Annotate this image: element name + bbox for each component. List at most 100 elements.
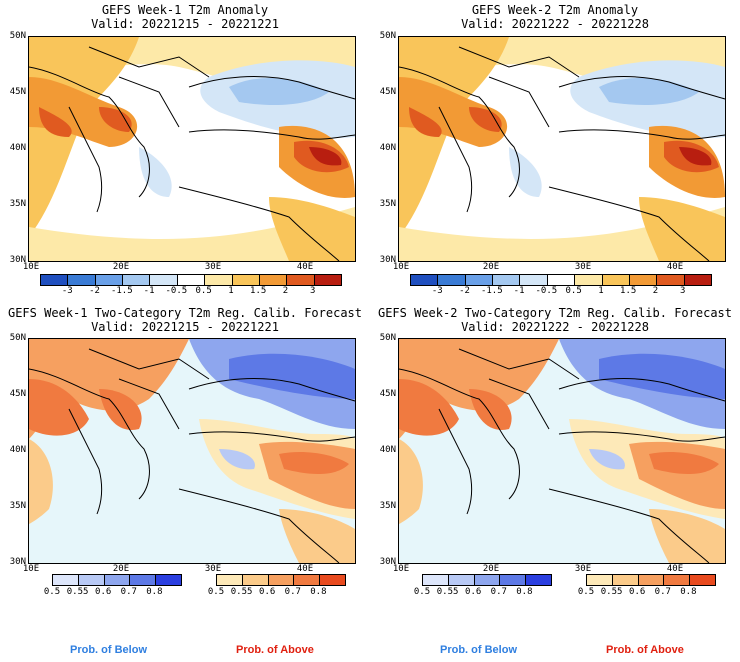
- lon-label: 10E: [392, 564, 410, 574]
- colorbar-swatch: [526, 575, 551, 585]
- colorbar-tick-label: 0.5: [207, 587, 225, 597]
- lat-label: 50N: [379, 333, 396, 343]
- colorbar-tick-label: -1: [513, 286, 525, 296]
- lat-label: 30N: [379, 255, 396, 265]
- panel-week2-anomaly: GEFS Week-2 T2m Anomaly Valid: 20221222 …: [370, 0, 740, 300]
- colorbar-tick-label: 1: [228, 286, 234, 296]
- colorbar-swatch: [438, 275, 466, 285]
- colorbar-swatch: [41, 275, 69, 285]
- colorbar-swatch: [520, 275, 548, 285]
- lon-label: 30E: [204, 564, 222, 574]
- colorbar-tick-label: 0.5: [577, 587, 595, 597]
- colorbar-swatch: [95, 275, 124, 285]
- colorbar-tick-label: 0.6: [95, 587, 112, 597]
- colorbar-swatch: [465, 275, 494, 285]
- colorbar-swatch: [657, 275, 685, 285]
- colorbar-swatch: [575, 275, 603, 285]
- colorbar-tick-label: 0.8: [680, 587, 697, 597]
- anomaly-colorbar: [410, 274, 712, 286]
- probability-map: [398, 338, 726, 564]
- colorbar-tick-label: 0.5: [195, 286, 212, 296]
- panel-week2-probability: GEFS Week-2 Two-Category T2m Reg. Calib.…: [370, 300, 740, 662]
- lat-label: 40N: [9, 445, 26, 455]
- above-colorbar-labels: 0.5 0.55 0.6 0.7 0.8: [208, 587, 344, 599]
- panel-subtitle: Valid: 20221222 - 20221228: [461, 17, 649, 31]
- below-colorbar-labels: 0.5 0.55 0.6 0.7 0.8: [44, 587, 180, 599]
- colorbar-swatch: [294, 575, 321, 585]
- colorbar-tick-label: 1.5: [620, 286, 637, 296]
- colorbar-swatch: [232, 275, 260, 285]
- lat-label: 45N: [379, 87, 396, 97]
- colorbar-swatch: [259, 275, 288, 285]
- lon-label: 20E: [112, 564, 130, 574]
- colorbar-tick-label: 2: [282, 286, 289, 296]
- colorbar-tick-label: 0.7: [284, 587, 301, 597]
- colorbar-tick-label: 0.6: [259, 587, 276, 597]
- anomaly-map: [28, 36, 356, 262]
- panel-subtitle: Valid: 20221222 - 20221228: [461, 320, 649, 334]
- colorbar-swatch: [638, 575, 665, 585]
- panel-title: GEFS Week-2 T2m Anomaly: [471, 3, 639, 17]
- below-colorbar: [422, 574, 552, 586]
- colorbar-tick-label: 0.5: [565, 286, 582, 296]
- panel-title: GEFS Week-1 T2m Anomaly: [101, 3, 269, 17]
- colorbar-swatch: [690, 575, 715, 585]
- lat-label: 40N: [379, 143, 396, 153]
- colorbar-tick-label: 0.7: [490, 587, 507, 597]
- colorbar-swatch: [684, 275, 711, 285]
- prob-above-label: Prob. of Above: [606, 644, 684, 656]
- above-colorbar-labels: 0.5 0.55 0.6 0.7 0.8: [578, 587, 714, 599]
- colorbar-swatch: [500, 575, 527, 585]
- colorbar-swatch: [448, 575, 475, 585]
- colorbar-tick-label: 0.6: [629, 587, 646, 597]
- prob-below-label: Prob. of Below: [440, 644, 517, 656]
- colorbar-tick-label: -1.5: [110, 286, 133, 296]
- colorbar-tick-label: 3: [680, 286, 686, 296]
- lat-label: 45N: [9, 87, 26, 97]
- probability-map: [28, 338, 356, 564]
- colorbar-swatch: [78, 575, 105, 585]
- lat-label: 45N: [379, 389, 396, 399]
- colorbar-tick-label: 3: [310, 286, 316, 296]
- lat-label: 40N: [9, 143, 26, 153]
- colorbar-tick-label: -1.5: [480, 286, 503, 296]
- colorbar-swatch: [104, 575, 131, 585]
- lat-label: 30N: [379, 557, 396, 567]
- colorbar-swatch: [602, 275, 630, 285]
- colorbar-swatch: [474, 575, 501, 585]
- colorbar-swatch: [205, 275, 233, 285]
- lon-label: 40E: [666, 564, 684, 574]
- panel-subtitle: Valid: 20221215 - 20221221: [91, 17, 279, 31]
- colorbar-swatch: [150, 275, 178, 285]
- panel-title: GEFS Week-2 Two-Category T2m Reg. Calib.…: [377, 306, 732, 320]
- lon-label: 30E: [204, 262, 222, 272]
- colorbar-swatch: [320, 575, 345, 585]
- colorbar-tick-label: 0.8: [146, 587, 163, 597]
- colorbar-swatch: [423, 575, 449, 585]
- colorbar-tick-label: 1.5: [250, 286, 267, 296]
- colorbar-tick-label: 0.6: [465, 587, 482, 597]
- lat-label: 35N: [379, 501, 396, 511]
- colorbar-tick-label: 0.7: [654, 587, 671, 597]
- lat-label: 40N: [379, 445, 396, 455]
- colorbar-swatch: [612, 575, 639, 585]
- colorbar-swatch: [629, 275, 658, 285]
- colorbar-swatch: [177, 275, 206, 285]
- lon-label: 20E: [482, 564, 500, 574]
- panel-week1-anomaly: GEFS Week-1 T2m Anomaly Valid: 20221215 …: [0, 0, 370, 300]
- panel-title: GEFS Week-1 Two-Category T2m Reg. Calib.…: [7, 306, 362, 320]
- above-colorbar: [586, 574, 716, 586]
- colorbar-swatch: [587, 575, 613, 585]
- lon-label: 40E: [296, 564, 314, 574]
- colorbar-swatch: [156, 575, 181, 585]
- colorbar-swatch: [53, 575, 79, 585]
- colorbar-tick-label: 0.55: [600, 587, 623, 597]
- colorbar-tick-label: 0.55: [436, 587, 459, 597]
- colorbar-swatch: [547, 275, 576, 285]
- lon-label: 10E: [22, 262, 40, 272]
- colorbar-tick-label: -0.5: [165, 286, 188, 296]
- colorbar-tick-label: 0.5: [413, 587, 431, 597]
- colorbar-swatch: [314, 275, 341, 285]
- panel-subtitle: Valid: 20221215 - 20221221: [91, 320, 279, 334]
- lat-label: 50N: [9, 31, 26, 41]
